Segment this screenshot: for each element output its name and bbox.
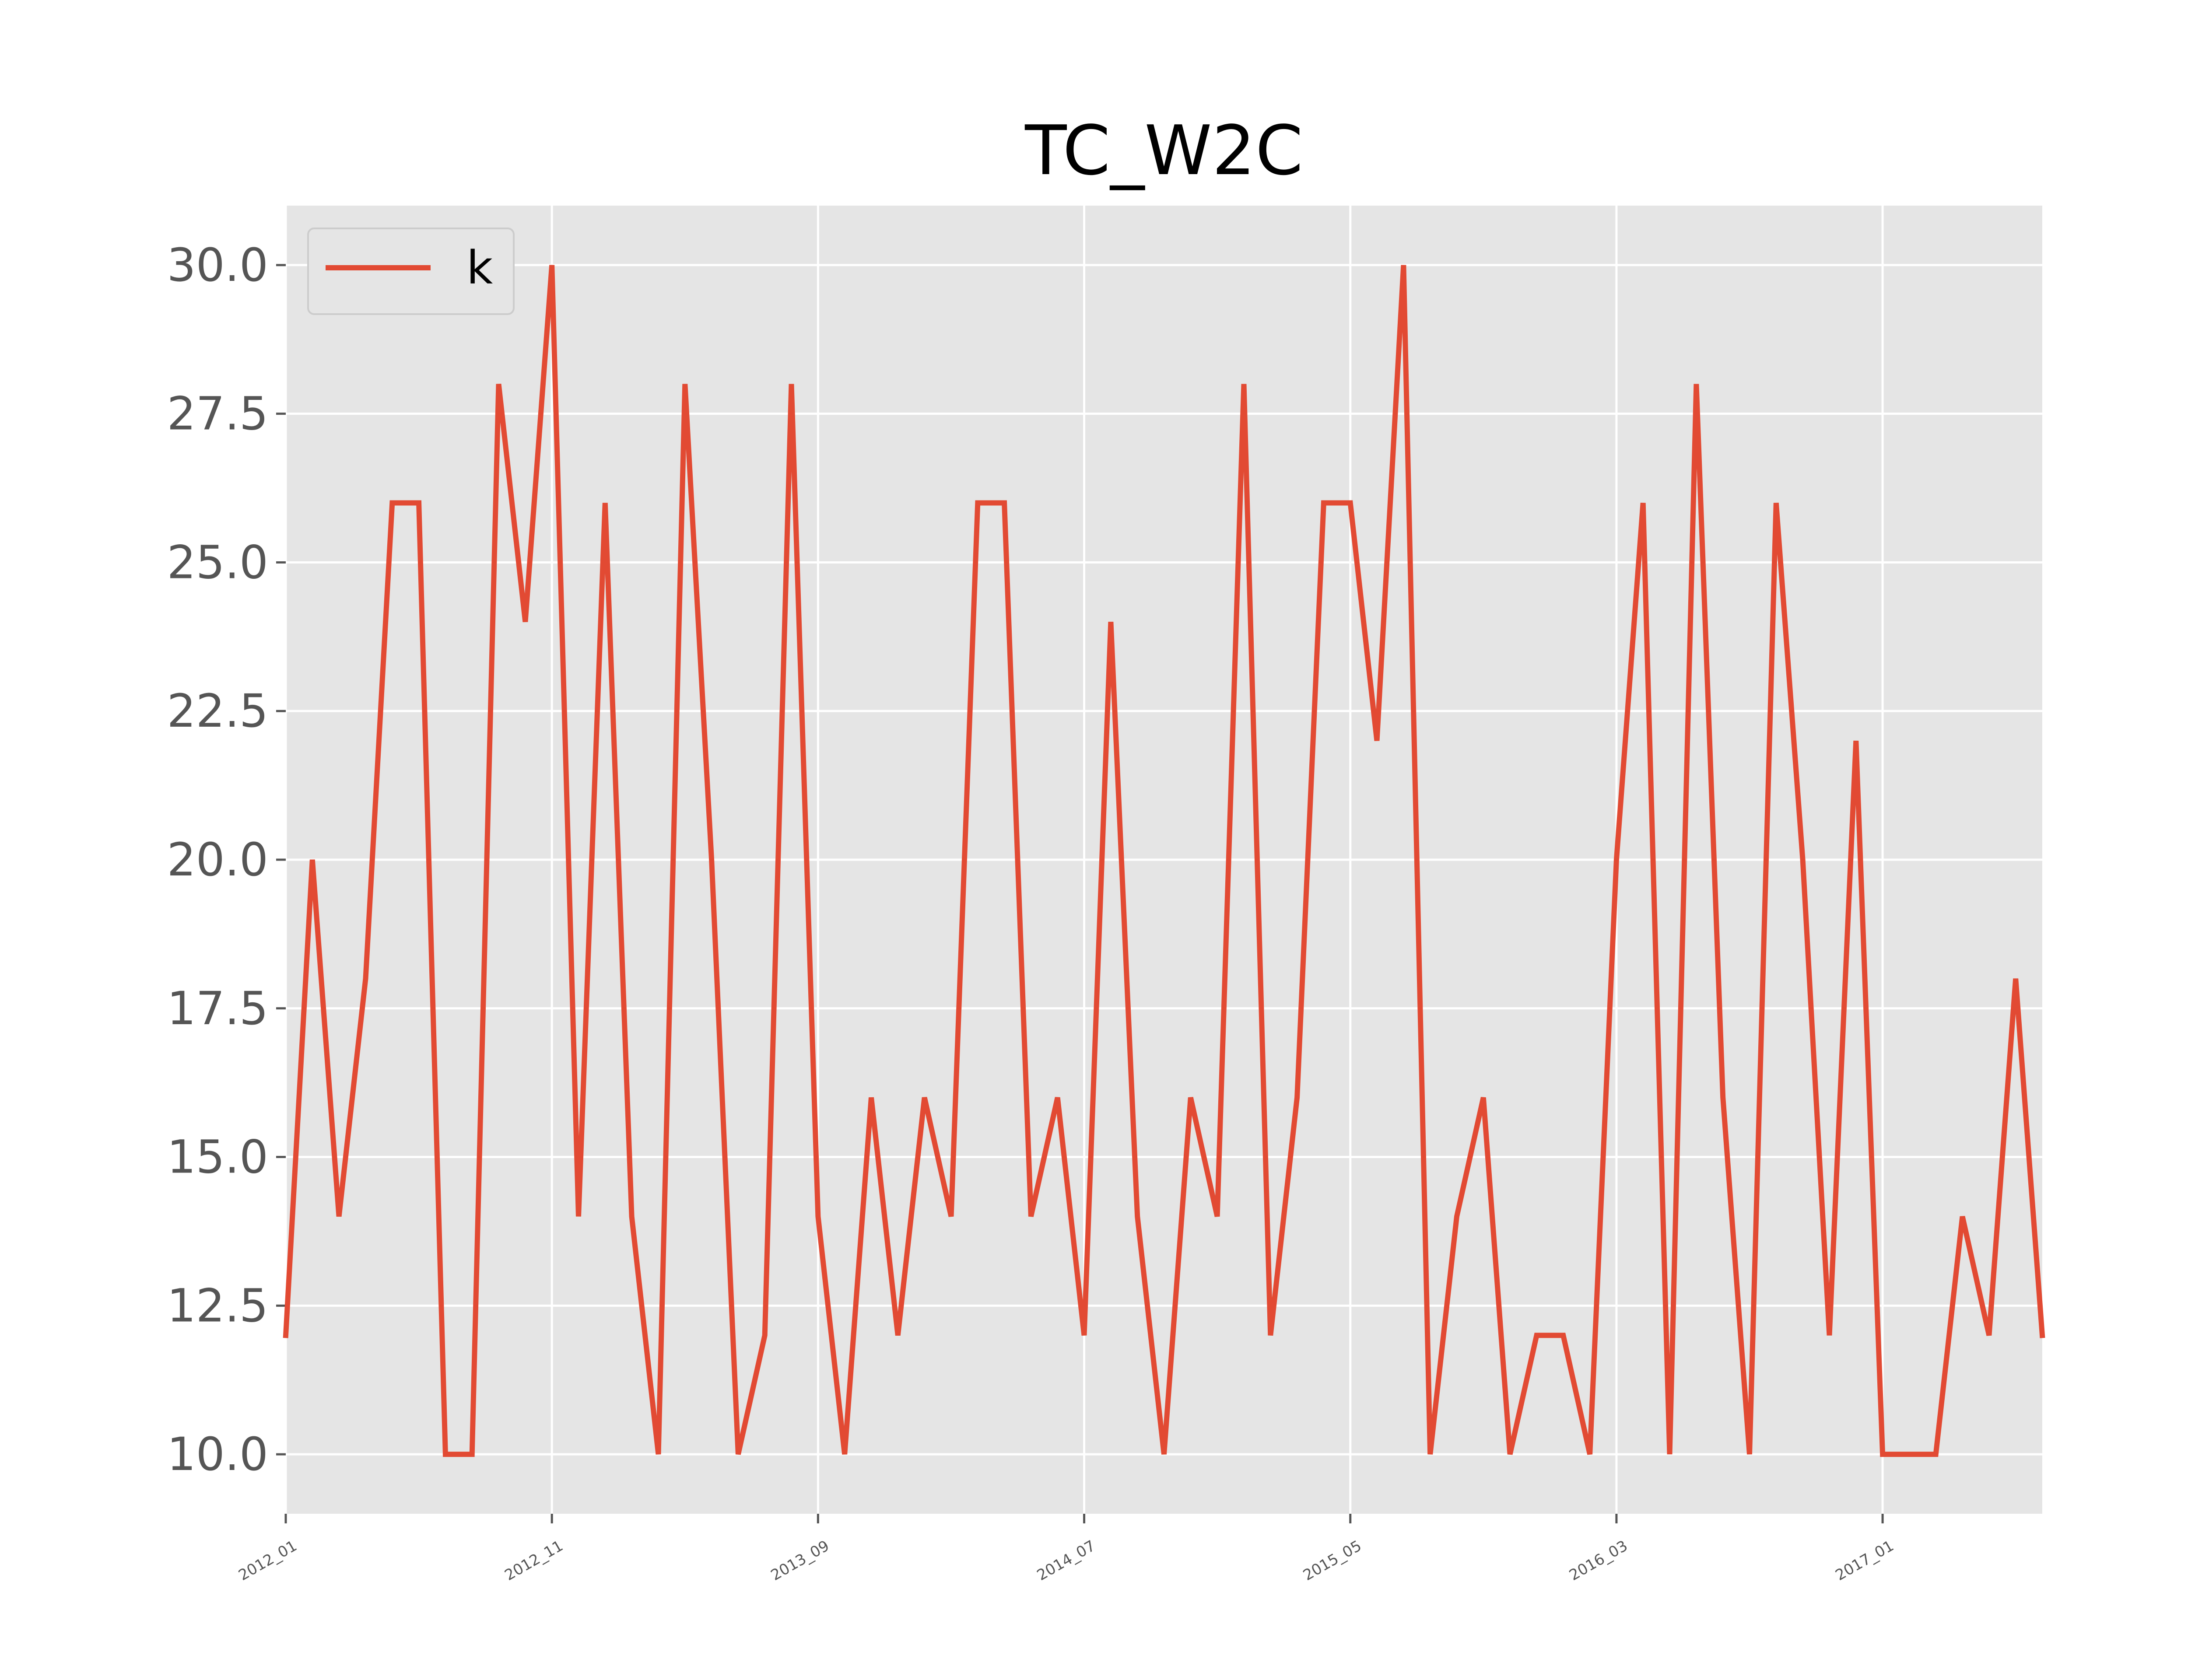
y-tick-label: 22.5 bbox=[167, 684, 268, 738]
series-line bbox=[283, 265, 2045, 1457]
series-layer bbox=[283, 265, 2045, 1457]
y-tick-label: 25.0 bbox=[167, 536, 268, 589]
y-tick-label: 30.0 bbox=[167, 238, 268, 292]
chart-title: TC_W2C bbox=[1024, 111, 1303, 190]
y-tick-label: 17.5 bbox=[167, 982, 268, 1035]
y-tick-label: 15.0 bbox=[167, 1130, 268, 1184]
x-tick-label: 2016_03 bbox=[1566, 1537, 1630, 1584]
x-tick-label: 2012_11 bbox=[502, 1537, 566, 1584]
y-tick-label: 10.0 bbox=[167, 1428, 268, 1481]
legend-box bbox=[307, 228, 515, 315]
y-tick-label: 20.0 bbox=[167, 833, 268, 886]
y-tick-label: 27.5 bbox=[167, 387, 268, 441]
legend: k bbox=[307, 228, 515, 315]
x-tick-label: 2013_09 bbox=[768, 1537, 832, 1584]
x-tick-label: 2014_07 bbox=[1034, 1537, 1098, 1584]
x-tick-label: 2015_05 bbox=[1300, 1537, 1364, 1584]
x-tick-label: 2012_01 bbox=[235, 1537, 300, 1584]
y-tick-label: 12.5 bbox=[167, 1279, 268, 1332]
x-tick-label: 2017_01 bbox=[1832, 1537, 1897, 1584]
legend-label: k bbox=[466, 241, 493, 294]
